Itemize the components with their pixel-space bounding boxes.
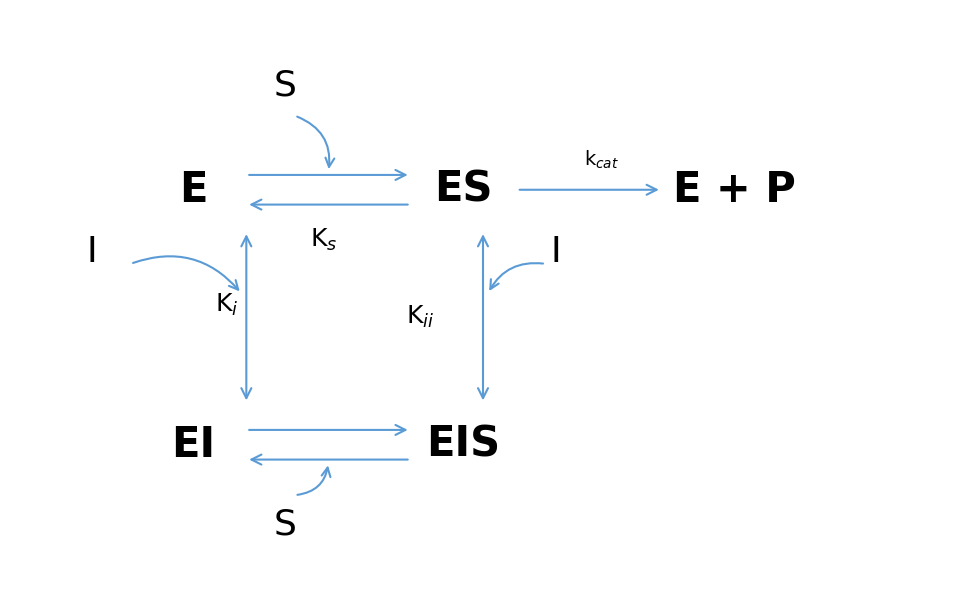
- Text: S: S: [273, 508, 297, 542]
- Text: K$_i$: K$_i$: [215, 292, 239, 318]
- Text: K$_{ii}$: K$_{ii}$: [406, 304, 435, 330]
- Text: I: I: [551, 235, 560, 269]
- Text: EIS: EIS: [427, 424, 500, 466]
- Text: E: E: [179, 169, 208, 211]
- Text: E + P: E + P: [672, 169, 796, 211]
- Text: K$_s$: K$_s$: [310, 227, 337, 253]
- Text: I: I: [87, 235, 97, 269]
- Text: S: S: [273, 69, 297, 103]
- Text: EI: EI: [171, 424, 215, 466]
- Text: ES: ES: [435, 169, 493, 211]
- Text: k$_{cat}$: k$_{cat}$: [584, 149, 619, 171]
